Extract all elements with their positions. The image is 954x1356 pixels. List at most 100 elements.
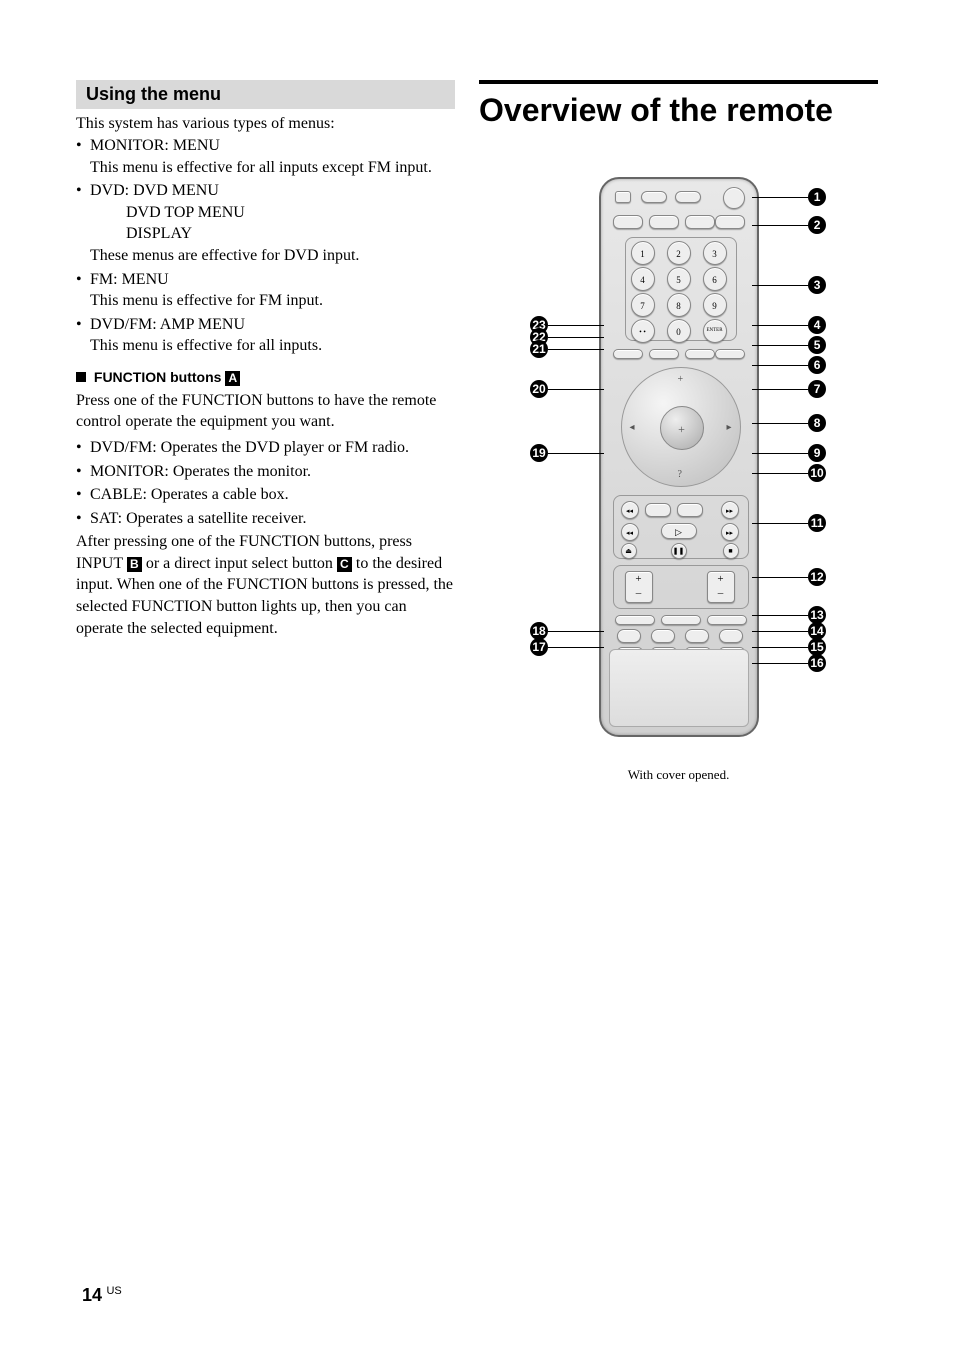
num-9-button: 9	[703, 293, 727, 317]
small-button	[661, 615, 701, 625]
callout-line	[752, 285, 808, 286]
num-8-button: 8	[667, 293, 691, 317]
num-6-button: 6	[703, 267, 727, 291]
num-5-button: 5	[667, 267, 691, 291]
minus-icon: –	[708, 586, 734, 600]
enter-button: ENTER	[703, 319, 727, 343]
page-number: 14 US	[82, 1285, 122, 1306]
callout-line	[752, 577, 808, 578]
num-0-button: 0	[667, 319, 691, 343]
menu-type-list: MONITOR: MENU This menu is effective for…	[76, 135, 455, 357]
function-list: DVD/FM: Operates the DVD player or FM ra…	[76, 437, 455, 529]
list-item: SAT: Operates a satellite receiver.	[90, 508, 455, 530]
num-7-button: 7	[631, 293, 655, 317]
remote-body: • • 0 ENTER + + ? ◂ ▸ ◂◂	[599, 177, 759, 737]
page-number-value: 14	[82, 1285, 102, 1305]
callout-21: 21	[530, 340, 548, 358]
power-button	[723, 187, 745, 209]
callout-line	[548, 325, 604, 326]
callout-12: 12	[808, 568, 826, 586]
prev-button: ◂◂	[621, 501, 639, 519]
callout-line	[752, 345, 808, 346]
callout-9: 9	[808, 444, 826, 462]
small-button	[641, 191, 667, 203]
function-intro: Press one of the FUNCTION buttons to hav…	[76, 390, 455, 433]
callout-7: 7	[808, 380, 826, 398]
after-text: After pressing one of the FUNCTION butto…	[76, 531, 455, 639]
letter-box-a: A	[225, 371, 240, 386]
small-button	[675, 191, 701, 203]
function-button	[613, 215, 643, 229]
item-head: DVD: DVD MENU	[90, 182, 219, 199]
callout-16: 16	[808, 654, 826, 672]
callout-4: 4	[808, 316, 826, 334]
callout-10: 10	[808, 464, 826, 482]
next-button: ▸▸	[721, 501, 739, 519]
dpad-center: +	[660, 406, 704, 450]
play-button: ▷	[661, 523, 697, 539]
small-button	[649, 349, 679, 359]
letter-box-c: C	[337, 557, 352, 572]
item-body: This menu is effective for all inputs.	[90, 335, 455, 357]
letter-box-b: B	[127, 557, 142, 572]
callout-line	[752, 631, 808, 632]
callout-5: 5	[808, 336, 826, 354]
num-1-button: 1	[631, 241, 655, 265]
callout-20: 20	[530, 380, 548, 398]
section-heading: Using the menu	[76, 80, 455, 109]
minus-icon: –	[626, 586, 652, 600]
clear-button: • •	[631, 319, 655, 343]
function-button	[715, 215, 745, 229]
callout-line	[752, 197, 808, 198]
function-button	[649, 215, 679, 229]
callout-11: 11	[808, 514, 826, 532]
intro-text: This system has various types of menus:	[76, 115, 455, 133]
page-title: Overview of the remote	[479, 92, 878, 129]
num-3-button: 3	[703, 241, 727, 265]
callout-1: 1	[808, 188, 826, 206]
square-bullet-icon	[76, 372, 86, 382]
callout-19: 19	[530, 444, 548, 462]
list-item: MONITOR: MENU This menu is effective for…	[90, 135, 455, 178]
list-item: MONITOR: Operates the monitor.	[90, 461, 455, 483]
callout-line	[752, 365, 808, 366]
item-body: This menu is effective for FM input.	[90, 290, 455, 312]
callout-line	[752, 523, 808, 524]
item-body: This menu is effective for all inputs ex…	[90, 157, 455, 179]
indicator-icon	[615, 191, 631, 203]
item-sub: DISPLAY	[90, 223, 455, 245]
stop-button: ■	[723, 543, 739, 559]
oval-button	[719, 629, 743, 643]
ff-button: ▸▸	[721, 523, 739, 541]
callout-line	[752, 389, 808, 390]
channel-rocker: + –	[707, 571, 735, 603]
item-head: DVD/FM: AMP MENU	[90, 316, 245, 333]
directional-pad: + + ? ◂ ▸	[621, 367, 741, 487]
pause-button: ❚❚	[671, 543, 687, 559]
plus-icon: +	[708, 572, 734, 586]
callout-8: 8	[808, 414, 826, 432]
remote-diagram: • • 0 ENTER + + ? ◂ ▸ ◂◂	[479, 177, 878, 757]
callout-line	[548, 647, 604, 648]
callout-line	[752, 325, 808, 326]
small-button	[707, 615, 747, 625]
page-region: US	[106, 1285, 121, 1297]
function-button	[685, 215, 715, 229]
callout-line	[752, 647, 808, 648]
cover-area	[609, 649, 749, 727]
small-button	[685, 349, 715, 359]
callout-line	[752, 423, 808, 424]
eject-button: ⏏	[621, 543, 637, 559]
item-head: FM: MENU	[90, 271, 169, 288]
step-fwd-button	[677, 503, 703, 517]
figure-caption: With cover opened.	[479, 767, 878, 783]
list-item: DVD: DVD MENU DVD TOP MENU DISPLAY These…	[90, 180, 455, 266]
callout-line	[548, 453, 604, 454]
function-heading: FUNCTION buttons A	[76, 369, 455, 386]
list-item: FM: MENU This menu is effective for FM i…	[90, 269, 455, 312]
function-heading-text: FUNCTION buttons	[94, 369, 222, 385]
callout-2: 2	[808, 216, 826, 234]
item-head: MONITOR: MENU	[90, 137, 220, 154]
step-back-button	[645, 503, 671, 517]
callout-line	[548, 389, 604, 390]
